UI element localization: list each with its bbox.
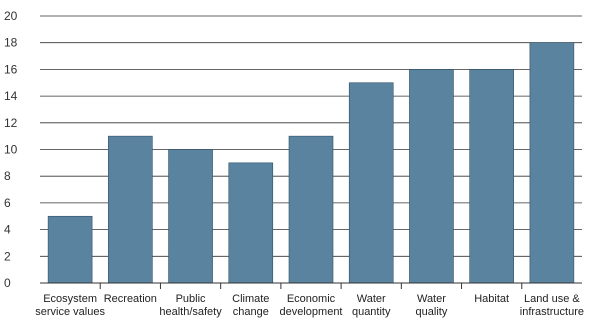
bar — [409, 69, 454, 284]
y-tick-label: 8 — [4, 169, 11, 183]
x-category-label: service values — [35, 306, 105, 318]
y-tick-label: 0 — [4, 276, 11, 290]
x-category-label: Public — [176, 293, 206, 305]
y-tick-label: 6 — [4, 196, 11, 210]
y-tick-label: 12 — [4, 116, 18, 130]
x-category-label: Ecosystem — [43, 293, 97, 305]
y-tick-label: 2 — [4, 249, 11, 263]
bar — [108, 135, 153, 284]
bar — [168, 149, 213, 284]
x-category-label: Land use & — [524, 293, 580, 305]
y-tick-label: 16 — [4, 62, 18, 76]
y-tick-label: 4 — [4, 223, 11, 237]
x-category-label: quantity — [352, 306, 391, 318]
x-axis — [40, 282, 582, 289]
y-tick-label: 14 — [4, 89, 18, 103]
y-tick-label: 18 — [4, 36, 18, 50]
bar — [469, 69, 514, 284]
x-category-label: quality — [416, 306, 448, 318]
x-category-label: Water — [417, 293, 446, 305]
bars — [47, 42, 575, 284]
x-category-label: infrastructure — [520, 306, 584, 318]
x-category-label: health/safety — [159, 306, 222, 318]
y-tick-label: 20 — [4, 9, 18, 23]
x-category-label: Recreation — [104, 293, 157, 305]
x-category-label: Water — [357, 293, 386, 305]
x-category-label: Climate — [232, 293, 269, 305]
bar — [228, 162, 274, 284]
bar — [288, 135, 334, 284]
x-category-label: development — [280, 306, 343, 318]
bar — [47, 215, 93, 284]
bar — [348, 82, 394, 284]
x-category-label: change — [233, 306, 269, 318]
bar — [529, 42, 575, 284]
x-category-label: Habitat — [474, 293, 509, 305]
y-axis-tick-labels: 0 2 4 6 8 10 12 14 16 18 20 — [4, 9, 18, 290]
x-category-label: Economic — [287, 293, 336, 305]
y-tick-label: 10 — [4, 143, 18, 157]
